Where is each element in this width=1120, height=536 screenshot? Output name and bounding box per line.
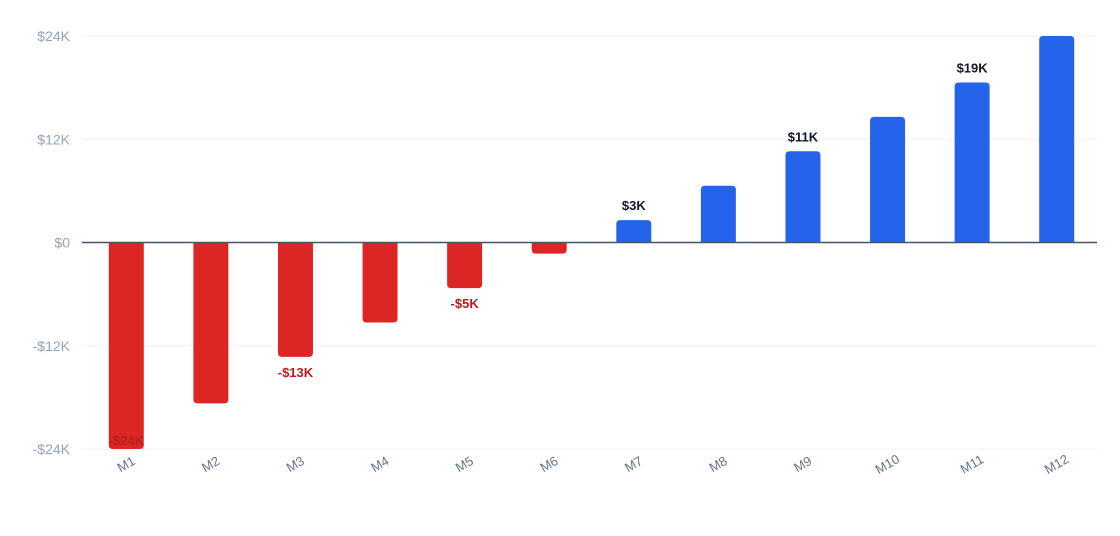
bar-m7[interactable] (616, 220, 652, 243)
x-tick-label-m3: M3 (284, 453, 307, 475)
bar-m4[interactable] (362, 242, 398, 323)
x-tick-label-m5: M5 (453, 453, 476, 475)
bar-m3[interactable] (277, 242, 313, 357)
x-tick-label-m2: M2 (199, 453, 222, 475)
y-tick-label-0: $24K (37, 28, 70, 44)
data-label-m5: -$5K (451, 296, 480, 311)
y-axis-ticks: $24K $12K $0 -$12K -$24K (33, 28, 71, 457)
x-tick-label-m7: M7 (622, 453, 645, 475)
x-tick-label-m1: M1 (114, 453, 137, 475)
bars-layer (108, 36, 1075, 450)
x-tick-label-m6: M6 (537, 453, 560, 475)
bar-m1[interactable] (108, 242, 144, 450)
bar-m12[interactable] (1039, 36, 1075, 243)
y-tick-label-2: $0 (54, 235, 70, 251)
bar-m10[interactable] (870, 116, 906, 243)
data-label-m11: $19K (957, 60, 989, 75)
data-label-m1: -$24K (109, 433, 145, 448)
y-tick-label-3: -$12K (33, 338, 71, 354)
x-tick-label-m8: M8 (707, 453, 730, 475)
data-label-m9: $11K (788, 129, 819, 144)
x-axis-ticks: M1 M2 M3 M4 M5 M6 M7 M8 M9 M10 M11 M12 (114, 451, 1071, 477)
bar-m6[interactable] (531, 242, 567, 254)
data-label-m3: -$13K (278, 365, 314, 380)
x-tick-label-m12: M12 (1042, 451, 1071, 477)
data-labels-layer: -$24K -$13K -$5K $3K $11K $19K (109, 60, 989, 448)
x-tick-label-m4: M4 (368, 453, 391, 475)
x-tick-label-m9: M9 (791, 453, 814, 475)
bar-m11[interactable] (954, 82, 990, 243)
bar-m9[interactable] (785, 151, 821, 243)
x-tick-label-m11: M11 (958, 452, 987, 477)
y-tick-label-1: $12K (37, 131, 70, 147)
grid-layer (82, 35, 1097, 450)
data-label-m7: $3K (622, 198, 646, 213)
x-tick-label-m10: M10 (873, 451, 902, 477)
bar-m2[interactable] (193, 242, 229, 404)
bar-m8[interactable] (700, 185, 736, 243)
y-tick-label-4: -$24K (33, 441, 71, 457)
bar-m5[interactable] (447, 242, 483, 289)
